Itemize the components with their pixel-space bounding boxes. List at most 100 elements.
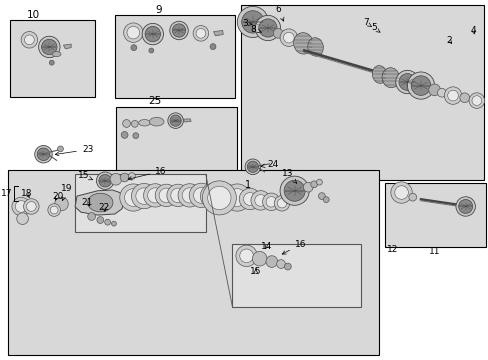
Ellipse shape [247,161,258,172]
Ellipse shape [58,146,63,152]
Ellipse shape [398,73,415,90]
Bar [8,170,378,355]
Text: 16: 16 [128,167,166,180]
Ellipse shape [280,176,308,205]
Text: 12: 12 [386,244,398,253]
Ellipse shape [323,197,328,203]
Ellipse shape [235,245,257,266]
Ellipse shape [310,181,317,188]
Bar [232,244,361,307]
Ellipse shape [23,199,39,214]
Ellipse shape [239,188,260,210]
Text: 11: 11 [428,247,440,256]
Text: 15: 15 [249,267,261,276]
Ellipse shape [127,26,140,39]
Ellipse shape [120,173,129,182]
Ellipse shape [210,44,216,50]
Ellipse shape [410,76,430,95]
Ellipse shape [97,217,103,224]
Ellipse shape [37,148,50,161]
Ellipse shape [444,87,461,104]
Text: 7: 7 [362,18,371,27]
Bar [384,183,485,247]
Ellipse shape [142,23,163,45]
Text: 19: 19 [61,184,72,201]
Text: 18: 18 [20,189,32,198]
Text: 8: 8 [250,24,261,33]
Ellipse shape [169,21,188,40]
Ellipse shape [437,88,446,97]
Ellipse shape [255,15,280,41]
Polygon shape [63,44,71,49]
Ellipse shape [96,172,114,189]
Ellipse shape [468,93,484,108]
Ellipse shape [149,48,153,53]
Text: 14: 14 [261,242,272,251]
Text: 23: 23 [55,145,93,156]
Ellipse shape [273,28,283,38]
Ellipse shape [207,186,230,210]
Ellipse shape [170,115,181,126]
Ellipse shape [318,193,325,199]
Ellipse shape [159,188,173,203]
Ellipse shape [244,159,260,175]
Text: 24: 24 [261,160,278,169]
Ellipse shape [274,195,289,211]
Ellipse shape [49,60,54,65]
Ellipse shape [212,184,238,210]
Ellipse shape [131,121,138,127]
Ellipse shape [139,120,150,126]
Ellipse shape [52,51,61,57]
Ellipse shape [216,188,233,205]
Ellipse shape [41,39,57,55]
Ellipse shape [407,72,434,99]
Ellipse shape [178,184,201,207]
Ellipse shape [262,193,280,211]
Ellipse shape [121,131,128,138]
Ellipse shape [371,66,386,84]
Ellipse shape [394,186,407,199]
Ellipse shape [147,188,163,203]
Ellipse shape [250,191,270,210]
Ellipse shape [55,197,68,211]
Ellipse shape [48,204,61,216]
Bar [115,15,234,98]
Ellipse shape [110,174,122,185]
Ellipse shape [258,19,277,37]
Ellipse shape [145,26,160,42]
Ellipse shape [21,32,38,48]
Ellipse shape [239,249,253,263]
Ellipse shape [136,188,152,204]
Text: 4: 4 [469,26,475,35]
Polygon shape [183,119,191,122]
Ellipse shape [303,182,312,192]
Ellipse shape [122,120,130,127]
Ellipse shape [459,93,468,103]
Ellipse shape [390,182,411,203]
Ellipse shape [293,33,312,54]
Ellipse shape [408,193,416,201]
Polygon shape [75,190,123,215]
Ellipse shape [237,6,268,37]
Ellipse shape [149,117,163,126]
Ellipse shape [170,188,185,203]
Ellipse shape [241,11,264,33]
Ellipse shape [204,188,221,204]
Text: 3: 3 [242,19,252,28]
Ellipse shape [265,256,277,267]
Text: 15: 15 [78,171,92,180]
Text: 16: 16 [282,240,305,254]
Text: 21: 21 [81,198,92,207]
Text: 13: 13 [281,170,296,183]
Bar [241,5,483,180]
Ellipse shape [123,23,143,42]
Text: 17: 17 [1,189,12,198]
Ellipse shape [455,197,474,216]
Ellipse shape [26,202,36,211]
Ellipse shape [202,181,236,215]
Ellipse shape [447,90,457,101]
Text: 20: 20 [52,192,63,201]
Ellipse shape [283,32,294,43]
Text: 25: 25 [148,96,162,106]
Ellipse shape [395,70,418,94]
